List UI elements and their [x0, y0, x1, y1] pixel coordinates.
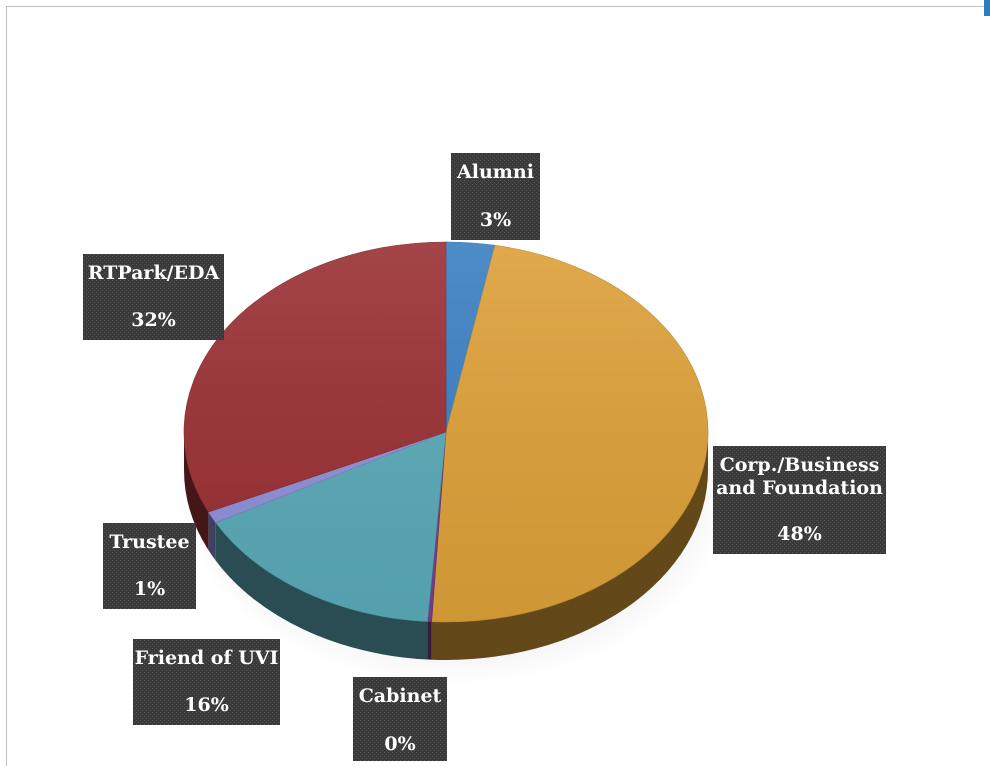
data-label-percent: 3% — [480, 209, 511, 231]
data-label-percent: 1% — [134, 578, 165, 600]
data-label-category: RTPark/EDA — [88, 262, 220, 284]
data-label-category: and Foundation — [716, 477, 883, 499]
slice-side-cabinet — [427, 621, 432, 660]
data-label-alumni: Alumni 3% — [451, 153, 540, 240]
data-label-percent: 48% — [777, 523, 822, 545]
data-label-category: Friend of UVI — [135, 647, 279, 669]
data-label-percent: 0% — [384, 733, 415, 755]
data-label-category: Alumni — [456, 161, 534, 183]
data-label-box — [133, 639, 280, 725]
data-label-category: Corp./Business — [720, 454, 880, 476]
data-label-box — [83, 254, 224, 340]
data-label-percent: 32% — [131, 309, 176, 331]
corner-accent — [984, 0, 990, 16]
data-label-trustee: Trustee 1% — [103, 523, 196, 609]
data-label-box — [103, 523, 196, 609]
slice-side-friend-of-uvi — [215, 522, 428, 660]
data-label-category: Cabinet — [359, 685, 442, 707]
data-label-cabinet: Cabinet 0% — [353, 677, 447, 761]
data-label-box — [713, 446, 886, 554]
data-label-friend-of-uvi: Friend of UVI 16% — [133, 639, 280, 725]
data-label-category: Trustee — [109, 531, 189, 553]
data-label-box — [451, 153, 540, 240]
data-label-box — [353, 677, 447, 761]
pie-top-slices — [183, 241, 709, 623]
data-label-rtpark-eda: RTPark/EDA 32% — [83, 254, 224, 340]
data-label-percent: 16% — [184, 694, 229, 716]
